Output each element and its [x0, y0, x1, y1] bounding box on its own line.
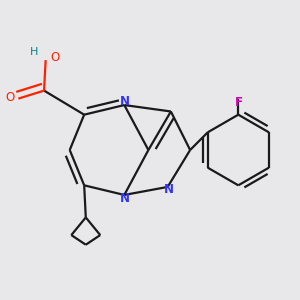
Text: O: O — [50, 51, 59, 64]
Text: O: O — [6, 91, 15, 103]
Text: N: N — [120, 192, 130, 205]
Text: N: N — [120, 95, 130, 108]
Text: H: H — [30, 47, 39, 57]
Text: F: F — [235, 96, 243, 109]
Text: N: N — [164, 183, 174, 196]
